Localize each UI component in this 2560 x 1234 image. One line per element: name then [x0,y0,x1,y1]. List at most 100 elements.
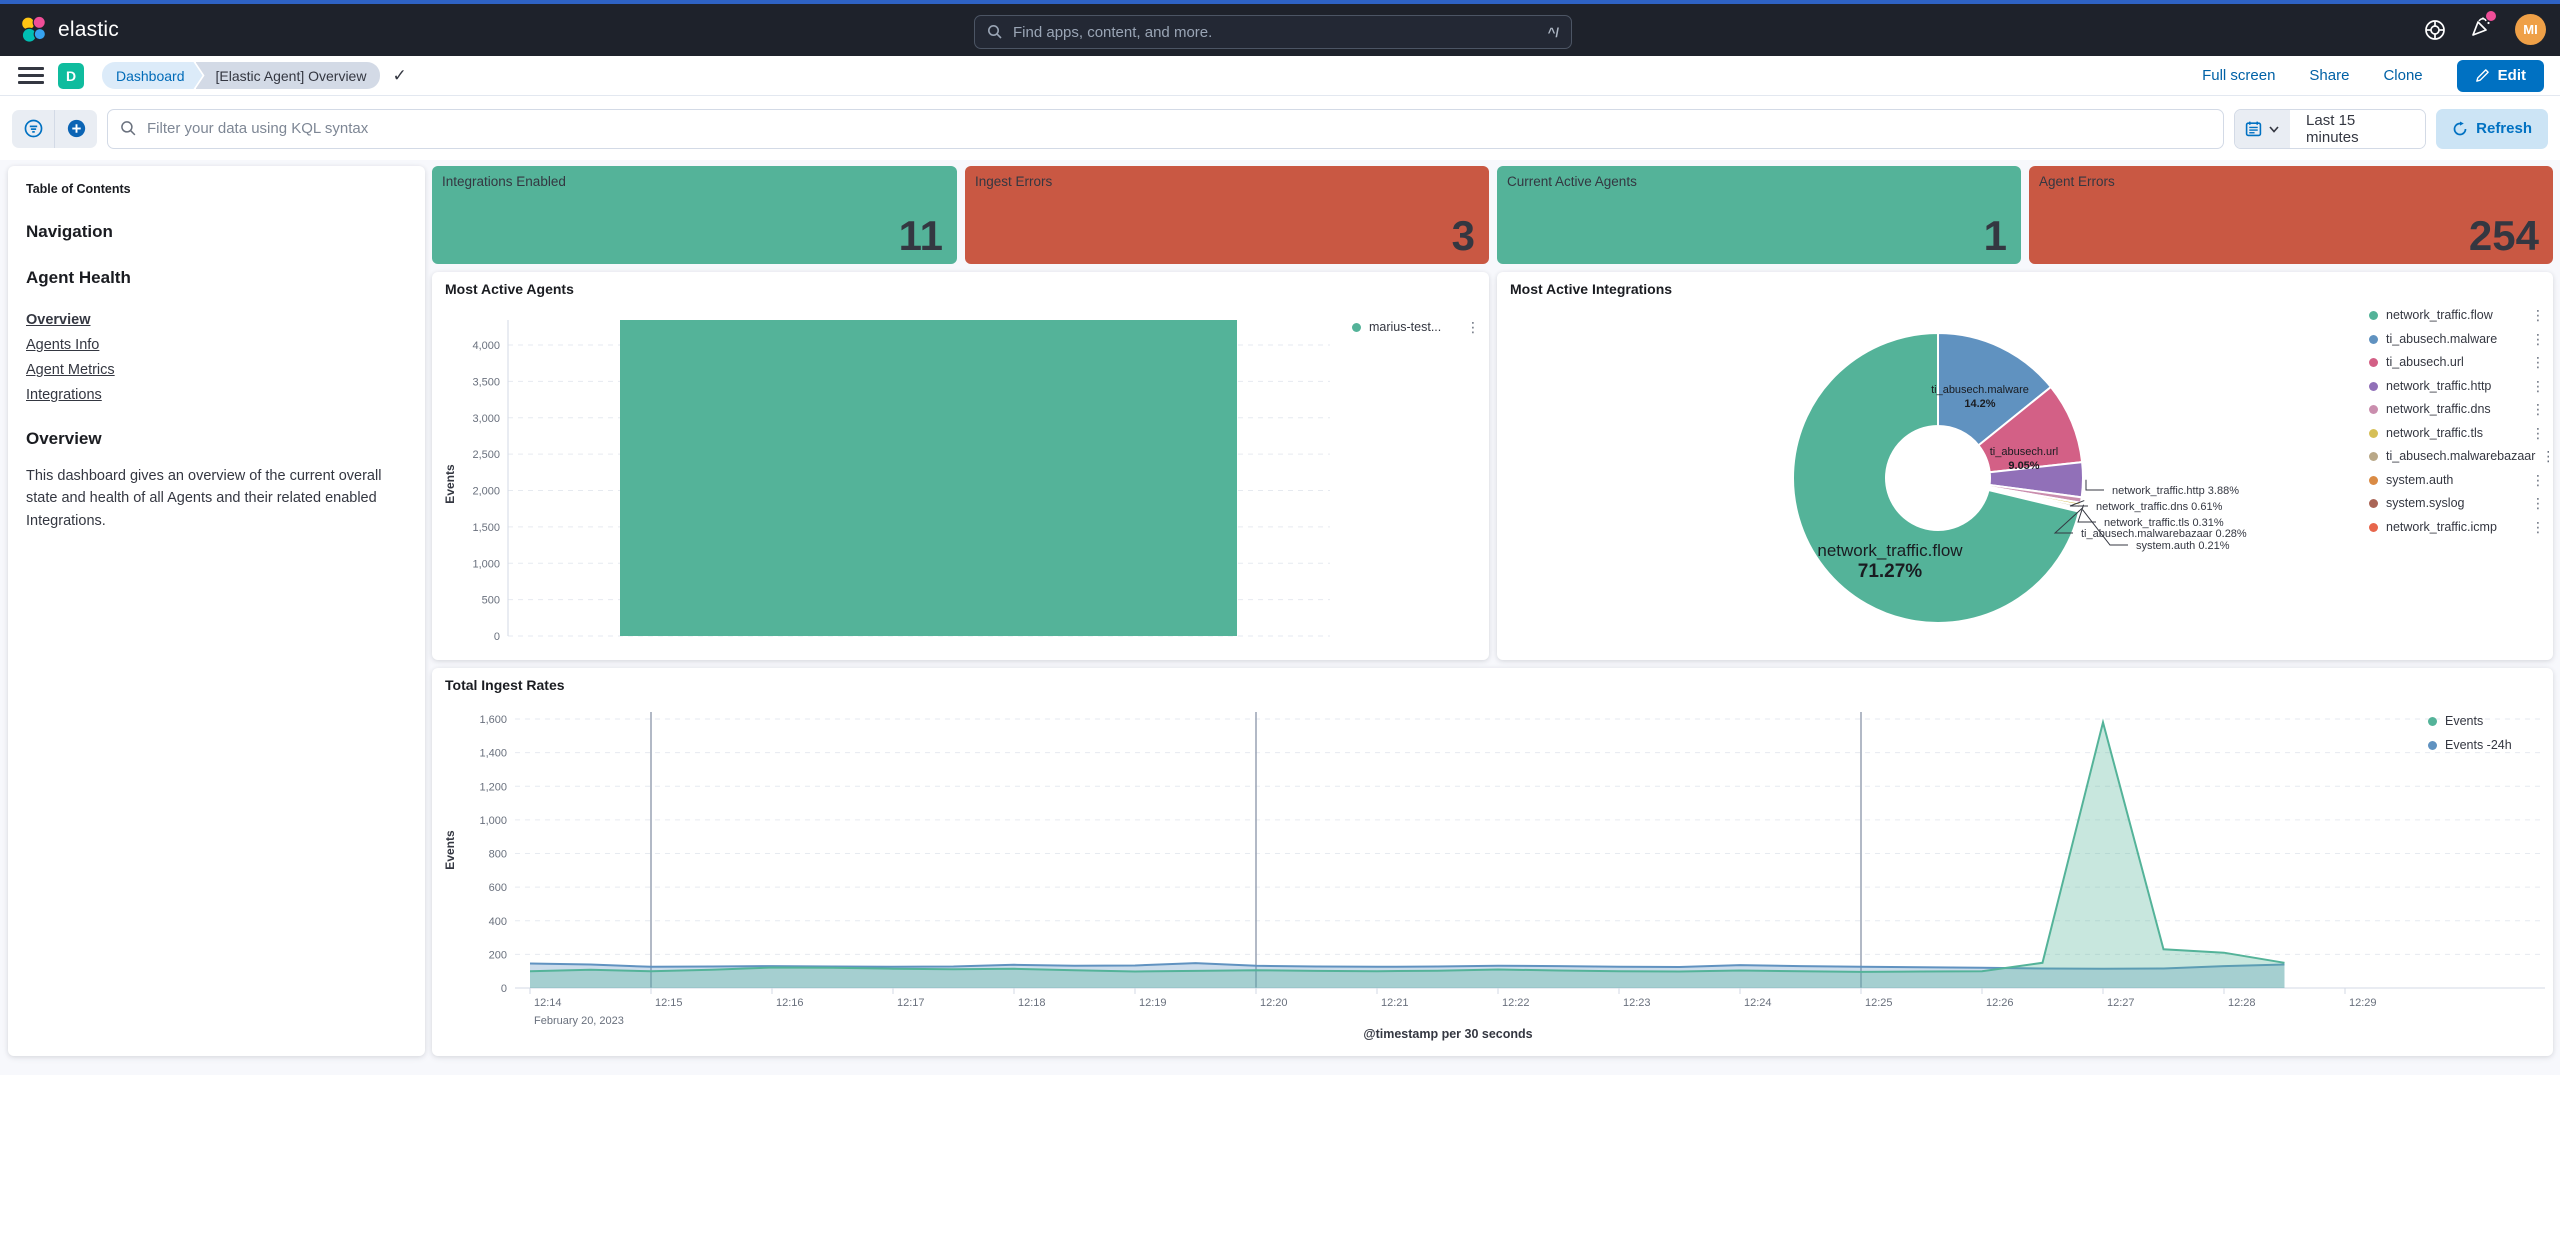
svg-text:12:15: 12:15 [655,997,683,1009]
legend-label[interactable]: network_traffic.flow [2386,308,2493,322]
svg-text:12:19: 12:19 [1139,997,1167,1009]
svg-text:network_traffic.dns 0.61%: network_traffic.dns 0.61% [2096,501,2223,513]
share-link[interactable]: Share [2309,67,2350,84]
legend-item[interactable]: Events [2428,714,2483,729]
saved-query-icon[interactable] [12,110,54,148]
legend-item[interactable]: ti_abusech.malware ⋮ [2369,332,2545,347]
toc-link-overview[interactable]: Overview [26,312,91,328]
legend-options-kebab-icon[interactable]: ⋮ [2541,448,2556,464]
svg-text:1,400: 1,400 [479,748,507,760]
total-ingest-rates-chart[interactable]: 0 200 400 600 800 1,000 1,200 1,400 1,600 12:14 12… [432,668,2553,1056]
user-avatar[interactable]: MI [2515,14,2546,45]
breadcrumb: Dashboard [Elastic Agent] Overview [102,62,381,89]
legend-label[interactable]: system.auth [2386,472,2454,487]
breadcrumb-current-page[interactable]: [Elastic Agent] Overview [195,62,381,89]
filter-group-divider [54,109,55,148]
legend-item[interactable]: network_traffic.icmp ⋮ [2369,520,2545,535]
refresh-button[interactable]: Refresh [2436,108,2548,149]
breadcrumb-dashboard[interactable]: Dashboard [102,62,203,89]
time-range-value[interactable]: Last 15 minutes [2290,109,2426,148]
metric-tile-current-active-agents: Current Active Agents 1 [1497,166,2021,264]
legend-options-kebab-icon[interactable]: ⋮ [2531,307,2545,323]
panel-title: Most Active Integrations [1510,281,1673,297]
metric-tile-agent-errors: Agent Errors 254 [2029,166,2553,264]
legend-item[interactable]: network_traffic.tls ⋮ [2369,426,2545,441]
svg-text:600: 600 [489,882,507,894]
legend-options-kebab-icon[interactable]: ⋮ [2531,401,2545,417]
notification-dot [2486,11,2496,21]
legend-label[interactable]: ti_abusech.url [2386,355,2464,369]
legend-item[interactable]: marius-test... ⋮ [1352,320,1480,335]
legend-label[interactable]: network_traffic.tls [2386,425,2484,440]
svg-text:12:26: 12:26 [1986,997,2014,1009]
legend-item[interactable]: system.auth ⋮ [2369,473,2545,488]
svg-text:14.2%: 14.2% [1964,398,1995,410]
dashboard-app-icon[interactable]: D [58,62,84,89]
filter-bar: Filter your data using KQL syntax Last 1… [0,97,2560,160]
legend-item[interactable]: ti_abusech.url ⋮ [2369,355,2545,370]
legend-label[interactable]: network_traffic.dns [2386,402,2491,416]
legend-options-kebab-icon[interactable]: ⋮ [2531,354,2545,370]
elastic-logo[interactable]: elastic [20,16,119,44]
legend-options-kebab-icon[interactable]: ⋮ [2531,495,2545,511]
svg-text:12:14: 12:14 [534,997,562,1009]
kql-query-input[interactable]: Filter your data using KQL syntax [107,108,2225,149]
legend-options-kebab-icon[interactable]: ⋮ [2531,330,2545,347]
legend-options-kebab-icon[interactable]: ⋮ [2531,424,2545,441]
legend-color-dot [1352,323,1361,332]
legend-color-dot [2369,522,2378,532]
legend-label[interactable]: ti_abusech.malwarebazaar [2386,449,2536,463]
menu-hamburger-icon[interactable] [18,63,44,88]
most-active-integrations-chart[interactable]: ti_abusech.malware 14.2% ti_abusech.url 9.0… [1497,272,2553,660]
legend-item[interactable]: network_traffic.dns ⋮ [2369,402,2545,417]
toc-links: Overview Agents Info Agent Metrics Integ… [26,312,407,403]
global-search-input[interactable]: Find apps, content, and more. ^/ [974,15,1572,49]
legend-label[interactable]: marius-test... [1369,320,1442,334]
legend-item[interactable]: system.syslog ⋮ [2369,496,2545,511]
legend-label[interactable]: network_traffic.http [2386,378,2492,393]
legend-item[interactable]: ti_abusech.malwarebazaar ⋮ [2369,449,2555,464]
svg-text:12:28: 12:28 [2228,997,2256,1009]
svg-text:12:23: 12:23 [1623,997,1651,1009]
toc-link-agents-info[interactable]: Agents Info [26,337,100,353]
metric-value: 254 [2468,212,2539,259]
toc-heading-overview-section: Overview [26,429,102,448]
svg-text:1,200: 1,200 [479,781,507,793]
full-screen-link[interactable]: Full screen [2202,67,2276,84]
most-active-integrations-panel: Most Active Integrations ti_abusech.malw… [1497,272,2555,660]
total-ingest-rates-panel: Total Ingest Rates 0 200 400 600 800 1,000 1,2… [432,668,2553,1056]
toc-caption: Table of Contents [26,182,131,196]
legend-label[interactable]: network_traffic.icmp [2386,519,2497,534]
edit-button[interactable]: Edit [2456,59,2544,92]
legend-label[interactable]: Events [2445,714,2484,728]
calendar-dropdown-button[interactable] [2235,109,2291,148]
clone-link[interactable]: Clone [2383,67,2423,84]
most-active-agents-chart[interactable]: 0 500 1,000 1,500 2,000 2,500 3,000 3,500 4,000 E… [432,272,1489,660]
legend-options-kebab-icon[interactable]: ⋮ [1466,319,1480,335]
legend-item[interactable]: network_traffic.flow ⋮ [2369,308,2545,323]
svg-text:ti_abusech.malwarebazaar 0.28: ti_abusech.malwarebazaar 0.28% [2081,528,2247,540]
legend-color-dot [2369,475,2378,485]
help-icon[interactable] [2423,18,2447,42]
legend-item[interactable]: network_traffic.http ⋮ [2369,379,2545,394]
legend-options-kebab-icon[interactable]: ⋮ [2531,471,2545,488]
legend-label[interactable]: Events -24h [2445,738,2512,752]
svg-text:ti_abusech.url: ti_abusech.url [1990,446,2059,458]
panel-title: Most Active Agents [445,281,574,297]
toc-link-integrations[interactable]: Integrations [26,387,102,403]
whats-new-icon[interactable] [2469,11,2496,44]
legend-label[interactable]: ti_abusech.malware [2386,331,2498,346]
legend-color-dot [2369,405,2378,414]
toc-link-agent-metrics[interactable]: Agent Metrics [26,362,115,378]
dashboard-grid: Table of Contents Navigation Agent Healt… [0,160,2560,1075]
legend-options-kebab-icon[interactable]: ⋮ [2531,377,2545,394]
legend-item[interactable]: Events -24h [2428,738,2512,753]
legend-options-kebab-icon[interactable]: ⋮ [2531,518,2545,535]
saved-check-icon: ✓ [392,65,407,85]
metric-value: 3 [1451,212,1475,259]
nav-actions: Full screen Share Clone Edit [2202,59,2544,92]
add-filter-icon[interactable] [55,110,97,148]
metric-label: Integrations Enabled [442,174,566,189]
legend-label[interactable]: system.syslog [2386,496,2465,510]
